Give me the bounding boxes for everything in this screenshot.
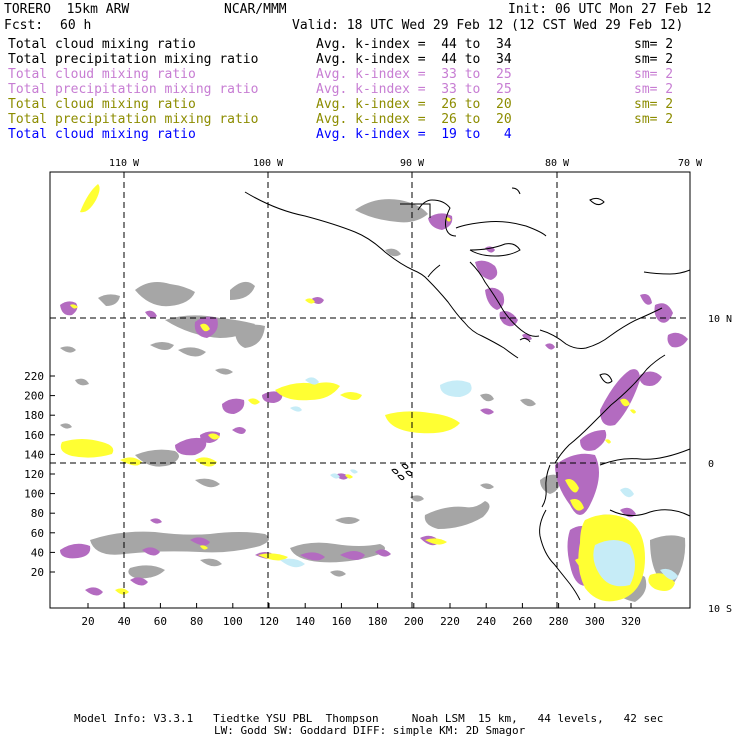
latitude-label: 0: [708, 459, 714, 470]
x-tick-label: 240: [476, 615, 496, 628]
y-tick-label: 200: [24, 390, 44, 403]
legend-kindex-label: Avg. k-index = 26 to 20: [316, 112, 512, 127]
gray-cloud-blobs: [60, 199, 686, 602]
legend-kindex-label: Avg. k-index = 26 to 20: [316, 97, 512, 112]
x-tick-label: 260: [512, 615, 532, 628]
lightblue-cloud-blobs: [280, 377, 678, 587]
x-tick-label: 40: [118, 615, 131, 628]
legend-sm-label: sm= 2: [634, 112, 674, 127]
legend-field-label: Total cloud mixing ratio: [8, 37, 196, 52]
x-tick-label: 180: [368, 615, 388, 628]
legend-field-label: Total cloud mixing ratio: [8, 67, 196, 82]
legend-kindex-label: Avg. k-index = 33 to 25: [316, 82, 512, 97]
x-axis-ticks: 20 40 60 80 100 120 140 160 180 200 220 240 260 280 30…: [81, 603, 641, 628]
model-title: TORERO 15km ARW: [4, 2, 130, 17]
legend-field-label: Total precipitation mixing ratio: [8, 52, 259, 67]
yellow-cloud-blobs: [60, 184, 675, 602]
legend-kindex-label: Avg. k-index = 44 to 34: [316, 52, 512, 67]
legend-field-label: Total cloud mixing ratio: [8, 97, 196, 112]
fcst-label: Fcst:: [4, 18, 44, 33]
latlon-grid: [50, 172, 690, 608]
legend-kindex-label: Avg. k-index = 19 to 4: [316, 127, 512, 142]
y-tick-label: 40: [31, 546, 44, 559]
valid-time: Valid: 18 UTC Wed 29 Feb 12 (12 CST Wed …: [292, 18, 684, 33]
legend-sm-label: sm= 2: [634, 67, 674, 82]
x-tick-label: 280: [549, 615, 569, 628]
org-label: NCAR/MMM: [224, 2, 287, 17]
y-tick-label: 120: [24, 468, 44, 481]
x-tick-label: 300: [585, 615, 605, 628]
x-tick-label: 100: [223, 615, 243, 628]
y-tick-label: 160: [24, 429, 44, 442]
y-tick-label: 220: [24, 370, 44, 383]
map-frame: [49, 171, 691, 609]
y-tick-label: 140: [24, 448, 44, 461]
x-tick-label: 160: [331, 615, 351, 628]
x-tick-label: 120: [259, 615, 279, 628]
x-tick-label: 320: [621, 615, 641, 628]
x-tick-label: 200: [404, 615, 424, 628]
legend-field-label: Total precipitation mixing ratio: [8, 112, 259, 127]
legend-sm-label: sm= 2: [634, 82, 674, 97]
fcst-value: 60 h: [60, 18, 92, 33]
longitude-label: 110 W: [109, 158, 140, 169]
legend-kindex-label: Avg. k-index = 44 to 34: [316, 37, 512, 52]
model-info-line: Model Info: V3.3.1 Tiedtke YSU PBL Thomp…: [74, 712, 664, 725]
y-axis-ticks: 20 40 60 80 100 120 140 160 180 200 220: [24, 370, 55, 579]
legend-kindex-label: Avg. k-index = 33 to 25: [316, 67, 512, 82]
legend-field-label: Total precipitation mixing ratio: [8, 82, 259, 97]
x-tick-label: 60: [154, 615, 167, 628]
longitude-label: 70 W: [678, 158, 703, 169]
latitude-label: 10 N: [708, 314, 732, 325]
x-tick-label: 20: [81, 615, 94, 628]
y-tick-label: 100: [24, 488, 44, 501]
longitude-label: 100 W: [253, 158, 284, 169]
y-tick-label: 20: [31, 566, 44, 579]
y-tick-label: 180: [24, 409, 44, 422]
longitude-labels: 110 W 100 W 90 W 80 W 70 W: [109, 158, 703, 169]
model-physics-line: LW: Godd SW: Goddard DIFF: simple KM: 2D…: [214, 724, 526, 737]
longitude-label: 80 W: [545, 158, 570, 169]
legend-sm-label: sm= 2: [634, 52, 674, 67]
y-tick-label: 80: [31, 507, 44, 520]
x-tick-label: 220: [440, 615, 460, 628]
legend-sm-label: sm= 2: [634, 37, 674, 52]
coastlines: [244, 187, 691, 601]
map-background: [50, 172, 690, 608]
init-time: Init: 06 UTC Mon 27 Feb 12: [508, 2, 712, 17]
y-tick-label: 60: [31, 527, 44, 540]
x-tick-label: 80: [190, 615, 203, 628]
cloud-field-layer: [60, 184, 688, 602]
purple-cloud-blobs: [60, 213, 688, 596]
legend-sm-label: sm= 2: [634, 97, 674, 112]
x-tick-label: 140: [295, 615, 315, 628]
longitude-label: 90 W: [400, 158, 425, 169]
latitude-labels: 10 N 0 10 S: [708, 314, 732, 615]
legend-field-label: Total cloud mixing ratio: [8, 127, 196, 142]
latitude-label: 10 S: [708, 604, 732, 615]
